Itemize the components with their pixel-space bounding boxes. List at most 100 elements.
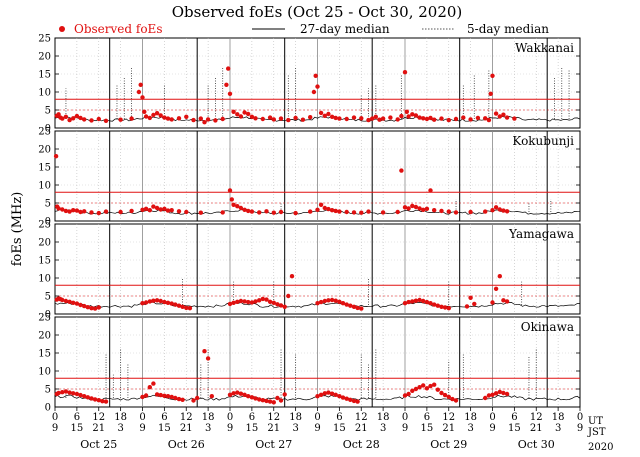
observed-point [249, 209, 255, 214]
observed-point [406, 206, 411, 211]
panel-yamagawa: 0 5 10 15 20 25 Yamagawa [38, 220, 581, 321]
observed-point [154, 298, 160, 303]
observed-point [154, 392, 160, 397]
observed-point [151, 112, 156, 118]
observed-point [439, 116, 444, 121]
observed-point [432, 117, 437, 122]
observed-point [402, 205, 408, 210]
day-label: Oct 28 [343, 438, 380, 451]
observed-point [326, 206, 331, 212]
observed-point [253, 116, 258, 121]
legend-observed-marker [59, 26, 65, 32]
observed-point [329, 208, 335, 213]
chart-title: Observed foEs (Oct 25 - Oct 30, 2020) [172, 3, 463, 21]
observed-point [147, 208, 152, 213]
observed-point [351, 115, 357, 120]
observed-point [340, 395, 346, 400]
y-tick-label: 15 [38, 70, 51, 81]
observed-point [490, 73, 495, 79]
ut-tick-label: 12 [180, 412, 193, 423]
observed-point [71, 208, 76, 213]
observed-point [322, 391, 327, 396]
observed-point [129, 208, 134, 214]
observed-point [143, 114, 149, 119]
observed-point [488, 91, 493, 97]
y-tick-label: 15 [38, 163, 51, 174]
y-tick-label: 25 [38, 220, 51, 231]
observed-point [501, 112, 506, 117]
ut-tick-label: 6 [424, 412, 430, 423]
observed-point [246, 394, 251, 399]
observed-point [446, 117, 451, 123]
observed-point [410, 203, 415, 209]
ut-tick-label: 12 [442, 412, 455, 423]
observed-point [380, 116, 386, 121]
ut-tick-label: 18 [114, 412, 127, 423]
observed-point [249, 300, 255, 305]
observed-point [118, 117, 123, 122]
observed-point [278, 303, 284, 308]
station-label: Wakkanai [515, 41, 574, 55]
observed-point [226, 66, 231, 71]
observed-point [344, 209, 349, 215]
ut-tick-label: 18 [552, 412, 565, 423]
ut-tick-label: 0 [402, 412, 408, 423]
observed-point [67, 209, 72, 214]
observed-point [486, 393, 492, 398]
observed-point [501, 298, 506, 303]
observed-point [428, 301, 433, 306]
observed-point [158, 113, 163, 118]
observed-point [147, 385, 152, 390]
observed-point [89, 306, 94, 311]
observed-point [213, 118, 218, 123]
observed-point [483, 209, 488, 214]
day-label: Oct 30 [518, 438, 555, 451]
jst-tick-label: 9 [52, 423, 58, 434]
observed-point [406, 391, 411, 397]
observed-point [308, 209, 313, 214]
jst-tick-label: 15 [333, 423, 346, 434]
observed-point [417, 297, 422, 303]
observed-point [74, 391, 80, 397]
y-tick-label: 20 [38, 331, 51, 342]
observed-point [229, 197, 234, 202]
observed-point [267, 399, 273, 404]
observed-point [227, 91, 233, 97]
ut-tick-label: 0 [52, 412, 58, 423]
observed-point [300, 117, 306, 122]
observed-point [231, 391, 236, 396]
observed-point [151, 298, 156, 303]
observed-point [493, 111, 499, 116]
observed-point [424, 116, 430, 122]
y-tick-label: 10 [38, 274, 51, 285]
ut-tick-label: 6 [249, 412, 255, 423]
observed-point [446, 306, 451, 311]
observed-point [337, 209, 342, 214]
ut-tick-label: 6 [74, 412, 80, 423]
observed-point [96, 116, 102, 122]
observed-point [340, 301, 346, 306]
y-tick-label: 25 [38, 313, 51, 324]
observed-point [442, 305, 448, 310]
observed-point [231, 300, 236, 305]
observed-point [238, 205, 244, 211]
observed-point [60, 116, 65, 121]
ut-tick-label: 0 [489, 412, 495, 423]
observed-point [74, 301, 80, 306]
observed-point [78, 302, 83, 308]
observed-point [337, 394, 342, 399]
observed-point [271, 210, 276, 215]
observed-point [282, 304, 287, 309]
observed-point [89, 210, 94, 215]
observed-point [56, 390, 61, 396]
observed-point [143, 300, 149, 305]
observed-point [82, 117, 87, 122]
observed-point [359, 306, 364, 311]
observed-point [421, 116, 426, 121]
station-label: Kokubunji [512, 134, 574, 148]
observed-point [78, 392, 83, 398]
jst-tick-label: 15 [421, 423, 434, 434]
observed-point [162, 299, 167, 305]
observed-point [140, 95, 145, 100]
observed-point [67, 299, 72, 304]
